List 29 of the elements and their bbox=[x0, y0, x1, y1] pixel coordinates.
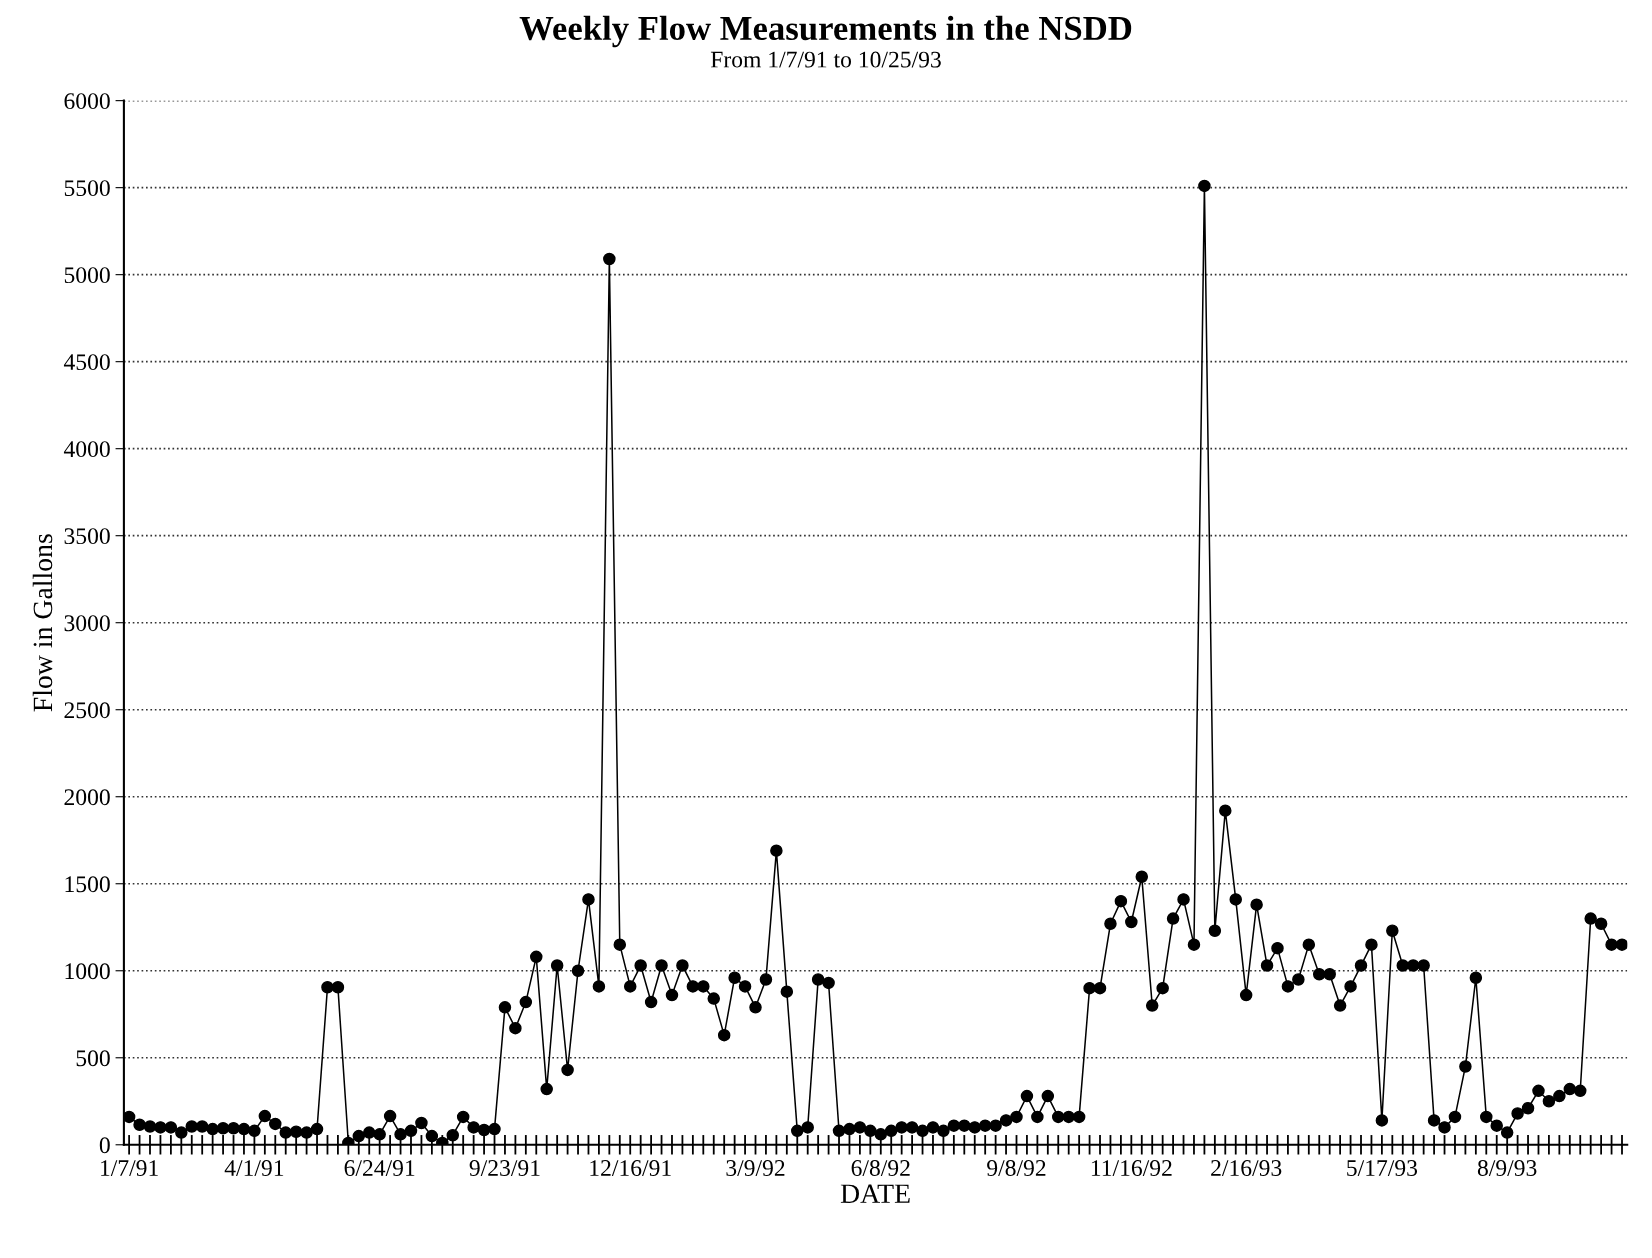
x-tick-label: 9/8/92 bbox=[987, 1160, 1046, 1176]
y-tick-label: 4500 bbox=[63, 354, 110, 371]
x-tick-label: 1/7/91 bbox=[101, 1160, 158, 1176]
x-tick-label: 5/17/93 bbox=[1347, 1160, 1418, 1176]
x-tick-label: 8/9/93 bbox=[1477, 1160, 1537, 1176]
y-axis-title: Flow in Gallons bbox=[32, 534, 53, 712]
y-tick-label: 3500 bbox=[64, 528, 110, 545]
y-tick-label: 0 bbox=[99, 1137, 110, 1154]
y-tick-label: 4000 bbox=[63, 441, 110, 458]
x-tick-label: 11/16/92 bbox=[1091, 1160, 1172, 1176]
y-tick-label: 500 bbox=[76, 1050, 110, 1067]
x-tick-label: 4/1/91 bbox=[224, 1160, 284, 1176]
x-tick-label: 3/9/92 bbox=[726, 1160, 785, 1176]
y-tick-label: 6000 bbox=[64, 93, 110, 110]
y-tick-label: 2500 bbox=[64, 702, 110, 719]
y-tick-label: 5500 bbox=[64, 180, 110, 197]
y-tick-label: 1500 bbox=[65, 876, 110, 893]
chart-title: Weekly Flow Measurements in the NSDD bbox=[519, 15, 1132, 48]
x-tick-label: 6/8/92 bbox=[851, 1160, 910, 1176]
y-tick-label: 5000 bbox=[64, 267, 110, 284]
y-tick-label: 2000 bbox=[64, 789, 110, 806]
x-tick-label: 12/16/91 bbox=[590, 1160, 671, 1176]
x-axis-title: DATE bbox=[840, 1184, 910, 1203]
x-tick-label: 6/24/91 bbox=[344, 1160, 415, 1176]
chart-subtitle: From 1/7/91 to 10/25/93 bbox=[710, 51, 941, 68]
y-tick-label: 3000 bbox=[64, 615, 110, 632]
x-tick-label: 2/16/93 bbox=[1211, 1160, 1282, 1176]
x-tick-label: 9/23/91 bbox=[469, 1160, 540, 1176]
y-tick-label: 1000 bbox=[65, 963, 110, 980]
